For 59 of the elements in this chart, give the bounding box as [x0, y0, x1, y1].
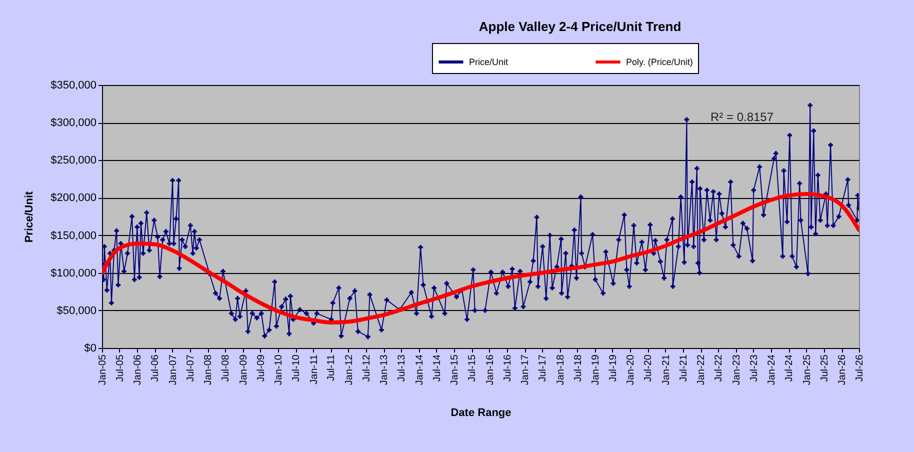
- x-tick-label: Jan-08: [203, 354, 214, 386]
- x-tick-label: Jul-15: [467, 354, 478, 382]
- y-tick-label: $250,000: [50, 154, 96, 167]
- x-tick-label: Jul-05: [114, 354, 126, 382]
- x-tick-label: Jul-18: [572, 354, 584, 382]
- x-tick-label: Jan-21: [660, 354, 672, 386]
- y-axis-title: Price/Unit: [24, 190, 36, 243]
- x-tick-label: Jan-16: [484, 354, 496, 386]
- x-tick-label: Jul-11: [326, 354, 338, 381]
- x-tick-label: Jan-22: [696, 354, 708, 386]
- x-tick-label: Jan-12: [344, 354, 355, 386]
- line-series: [102, 192, 859, 324]
- x-tick-label: Jan-07: [168, 354, 179, 386]
- x-tick-label: Jan-23: [731, 354, 742, 386]
- x-tick-label: Jul-23: [748, 354, 760, 382]
- x-tick-label: Jan-09: [238, 354, 250, 386]
- x-tick-label: Jul-12: [362, 354, 372, 382]
- x-tick-label: Jan-05: [98, 354, 108, 386]
- x-axis-title: Date Range: [450, 407, 512, 420]
- x-tick-label: Jul-10: [291, 354, 302, 382]
- x-tick-label: Jan-17: [520, 354, 532, 386]
- x-tick-label: Jan-19: [590, 354, 602, 386]
- x-tick-label: Jan-14: [414, 354, 426, 386]
- x-tick-label: Jan-18: [555, 354, 566, 386]
- x-tick-label: Jan-13: [379, 354, 390, 386]
- x-tick-label: Jul-17: [538, 354, 549, 382]
- x-tick-label: Jul-08: [220, 354, 232, 382]
- x-tick-label: Jan-10: [274, 354, 285, 386]
- x-tick-label: Jan-26: [837, 354, 848, 386]
- x-tick-label: Jul-13: [396, 354, 408, 382]
- y-tick-label: $50,000: [56, 304, 96, 317]
- x-tick-label: Jul-26: [854, 354, 866, 382]
- chart-title: Apple Valley 2-4 Price/Unit Trend: [478, 19, 682, 34]
- x-tick-label: Jul-24: [784, 354, 796, 382]
- x-tick-label: Jul-07: [185, 354, 196, 382]
- legend-label: Poly. (Price/Unit): [626, 57, 693, 67]
- x-tick-label: Jul-09: [256, 354, 267, 382]
- x-tick-label: Jul-21: [678, 354, 690, 382]
- y-tick-label: $150,000: [50, 230, 96, 242]
- y-tick-label: $300,000: [50, 117, 96, 130]
- x-tick-label: Jan-24: [766, 354, 778, 386]
- x-tick-label: Jan-15: [450, 354, 461, 386]
- y-tick-label: $200,000: [50, 192, 96, 204]
- y-tick-label: $350,000: [50, 80, 96, 92]
- annotation: R² = 0.8157: [710, 110, 774, 124]
- x-tick-label: Jan-11: [308, 354, 320, 384]
- x-tick-label: Jul-22: [714, 354, 725, 382]
- x-tick-label: Jan-25: [802, 354, 813, 386]
- y-tick-label: $100,000: [50, 267, 96, 280]
- x-tick-label: Jul-19: [608, 354, 619, 382]
- x-tick-label: Jan-06: [132, 354, 144, 386]
- y-tick-label: $0: [84, 342, 96, 354]
- x-tick-label: Jul-06: [150, 354, 162, 382]
- legend-label: Price/Unit: [469, 57, 509, 67]
- x-tick-label: Jul-16: [502, 354, 514, 382]
- x-tick-label: Jul-25: [819, 354, 830, 382]
- x-tick-label: Jan-20: [626, 354, 637, 386]
- x-tick-label: Jul-14: [432, 354, 443, 382]
- x-tick-label: Jul-20: [643, 354, 654, 382]
